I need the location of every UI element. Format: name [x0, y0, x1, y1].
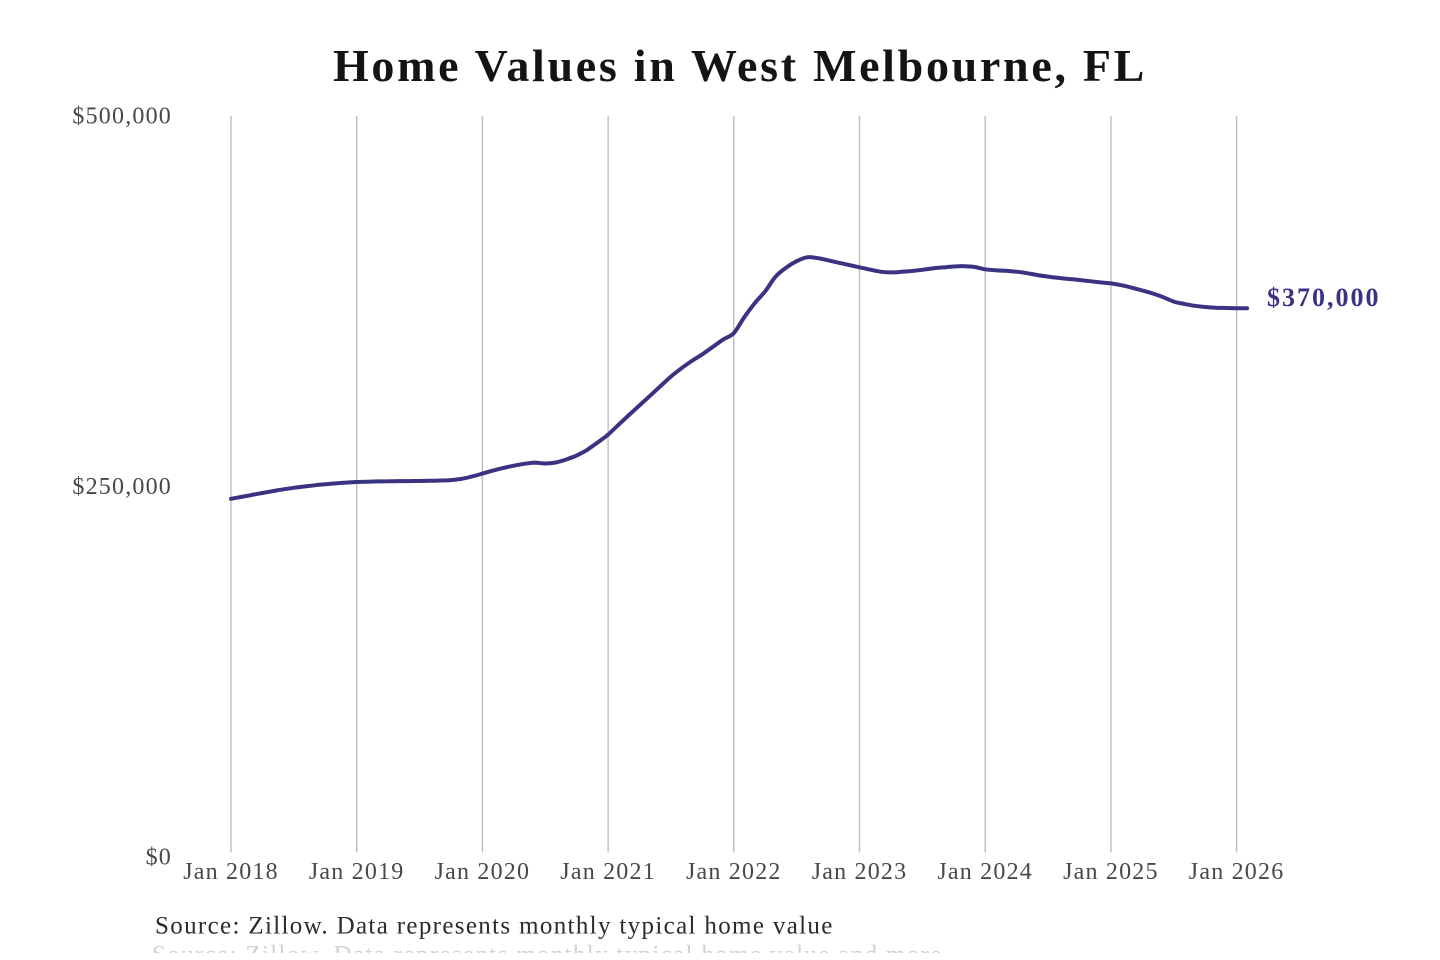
svg-text:Jan 2022: Jan 2022: [686, 859, 782, 885]
svg-text:Source: Zillow. Data represent: Source: Zillow. Data represents monthly …: [155, 913, 834, 940]
svg-text:Jan 2026: Jan 2026: [1189, 859, 1285, 885]
svg-text:Jan 2020: Jan 2020: [435, 859, 531, 885]
svg-text:Home Values in West Melbourne,: Home Values in West Melbourne, FL: [333, 40, 1147, 91]
svg-text:Source: Zillow. Data represent: Source: Zillow. Data represents monthly …: [152, 942, 943, 960]
svg-text:$250,000: $250,000: [72, 474, 172, 500]
svg-text:Jan 2024: Jan 2024: [937, 859, 1033, 885]
svg-text:$500,000: $500,000: [72, 104, 172, 130]
svg-text:$0: $0: [146, 845, 172, 871]
svg-text:Jan 2018: Jan 2018: [183, 859, 279, 885]
svg-text:Jan 2025: Jan 2025: [1063, 859, 1159, 885]
svg-text:$370,000: $370,000: [1267, 283, 1381, 312]
svg-text:Jan 2023: Jan 2023: [812, 859, 908, 885]
svg-text:Jan 2019: Jan 2019: [309, 859, 405, 885]
svg-text:Jan 2021: Jan 2021: [560, 859, 656, 885]
